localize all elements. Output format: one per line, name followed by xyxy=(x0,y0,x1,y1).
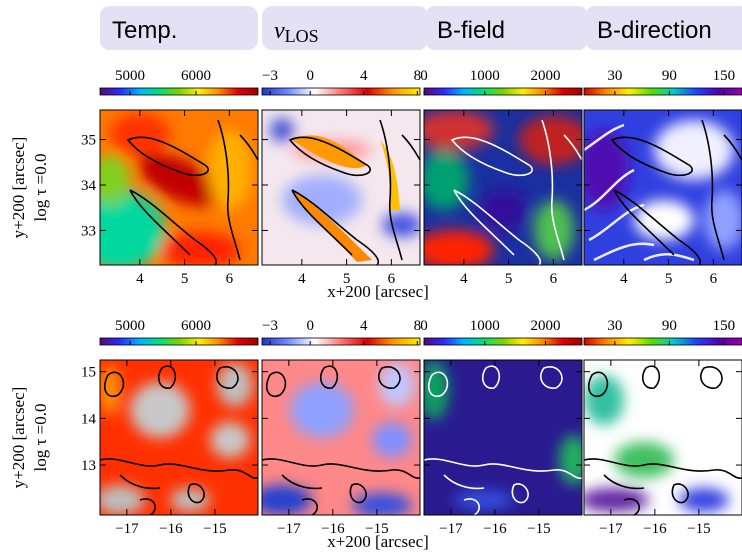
panel-frame xyxy=(99,109,259,266)
x-tick-label: 4 xyxy=(620,271,628,287)
tab-label-text: Temp. xyxy=(112,17,177,44)
y-axis-label: log τ =0.0 xyxy=(31,404,50,472)
x-tick-label: 4 xyxy=(460,271,468,287)
x-tick-label: −17 xyxy=(599,521,623,537)
tab-label: B-field xyxy=(437,17,505,44)
panel-frame xyxy=(261,359,421,516)
colorbar xyxy=(583,337,742,346)
x-tick-label: −15 xyxy=(203,521,226,537)
panel-frame xyxy=(261,109,421,266)
panel-frame xyxy=(583,359,742,516)
temperature-map xyxy=(100,110,258,265)
panel-frame xyxy=(423,109,583,266)
colorbar-tick-label: 0 xyxy=(306,68,314,84)
tab xyxy=(585,6,742,50)
x-tick-label: 4 xyxy=(298,271,306,287)
vlos-map xyxy=(262,360,420,515)
colorbar xyxy=(261,87,421,96)
y-tick-label: 35 xyxy=(81,133,96,149)
tab-label-text: B-field xyxy=(437,17,505,44)
colorbar xyxy=(99,87,259,96)
x-tick-label: 6 xyxy=(550,271,558,287)
panel-frame xyxy=(583,109,742,266)
x-tick-label: −17 xyxy=(439,521,463,537)
x-tick-label: 5 xyxy=(665,271,673,287)
colorbar-tick-label: 4 xyxy=(360,68,368,84)
x-tick-label: −17 xyxy=(115,521,139,537)
colorbar xyxy=(261,337,421,346)
x-tick-label: −16 xyxy=(159,521,183,537)
tab-label: B-direction xyxy=(597,17,712,44)
y-tick-label: 34 xyxy=(81,178,97,194)
colorbar-tick-label: −3 xyxy=(262,68,278,84)
colorbar-tick-label: 90 xyxy=(662,68,677,84)
x-tick-label: 6 xyxy=(710,271,718,287)
x-tick-label: −15 xyxy=(527,521,550,537)
colorbar-tick-label: 6000 xyxy=(181,68,211,84)
b-field-map xyxy=(424,360,582,515)
temperature-map xyxy=(100,360,258,515)
y-axis-label: y+200 [arcsec] xyxy=(9,137,28,239)
colorbar-tick-label: 2000 xyxy=(531,318,561,334)
tab-label: Temp. xyxy=(112,17,177,44)
b-direction-map xyxy=(584,110,742,265)
colorbar-tick-label: 30 xyxy=(607,68,622,84)
colorbar-tick-label: 2000 xyxy=(531,68,561,84)
x-tick-label: −17 xyxy=(277,521,301,537)
x-tick-label: −16 xyxy=(483,521,507,537)
b-field-map xyxy=(424,110,582,265)
colorbar-tick-label: 5000 xyxy=(115,318,145,334)
colorbar-tick-label: 0 xyxy=(420,318,428,334)
colorbar-tick-label: 6000 xyxy=(181,318,211,334)
x-tick-label: 6 xyxy=(226,271,234,287)
tab-label-text: v xyxy=(274,18,285,44)
tab xyxy=(262,6,428,50)
x-tick-label: 6 xyxy=(388,271,396,287)
tab-label-text: B-direction xyxy=(597,17,712,44)
x-tick-label: −16 xyxy=(321,521,345,537)
colorbar-tick-label: 150 xyxy=(713,68,736,84)
panel-frame xyxy=(99,359,259,516)
x-tick-label: 5 xyxy=(343,271,351,287)
colorbar-tick-label: 8 xyxy=(414,68,422,84)
y-axis-label: log τ =0.0 xyxy=(31,154,50,222)
colorbar-tick-label: 1000 xyxy=(470,68,500,84)
x-axis-label: x+200 [arcsec] xyxy=(327,532,429,551)
colorbar xyxy=(423,337,583,346)
colorbar-tick-label: 30 xyxy=(607,318,622,334)
tab-label: vLOS xyxy=(274,18,319,46)
tab xyxy=(100,6,258,50)
colorbar-tick-label: 5000 xyxy=(115,68,145,84)
colorbar-tick-label: 0 xyxy=(306,318,314,334)
y-tick-label: 14 xyxy=(81,411,97,427)
tab-label-subscript: LOS xyxy=(285,26,319,46)
x-tick-label: 5 xyxy=(505,271,513,287)
panel-frame xyxy=(423,359,583,516)
x-axis-label: x+200 [arcsec] xyxy=(327,282,429,301)
y-axis-label: y+200 [arcsec] xyxy=(9,387,28,489)
colorbar-tick-label: 4 xyxy=(360,318,368,334)
vlos-map xyxy=(262,110,420,265)
colorbar-tick-label: 150 xyxy=(713,318,736,334)
x-tick-label: −15 xyxy=(687,521,710,537)
x-tick-label: −15 xyxy=(365,521,388,537)
y-tick-label: 33 xyxy=(81,223,96,239)
colorbar xyxy=(99,337,259,346)
colorbar-tick-label: 0 xyxy=(420,68,428,84)
colorbar xyxy=(583,87,742,96)
x-tick-label: −16 xyxy=(643,521,667,537)
y-tick-label: 13 xyxy=(81,458,96,474)
tab xyxy=(425,6,588,50)
x-tick-label: 5 xyxy=(181,271,189,287)
colorbar-tick-label: 8 xyxy=(414,318,422,334)
y-tick-label: 15 xyxy=(81,365,96,381)
b-direction-map xyxy=(584,360,742,515)
colorbar-tick-label: −3 xyxy=(262,318,278,334)
x-tick-label: 4 xyxy=(136,271,144,287)
colorbar-tick-label: 90 xyxy=(662,318,677,334)
colorbar-tick-label: 1000 xyxy=(470,318,500,334)
colorbar xyxy=(423,87,583,96)
